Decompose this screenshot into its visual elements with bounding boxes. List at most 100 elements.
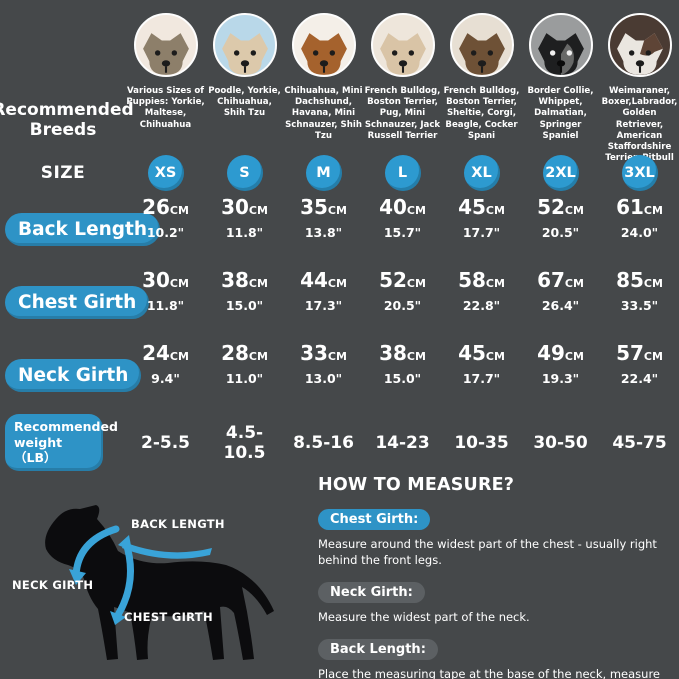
- how-to-measure-title: HOW TO MEASURE?: [318, 475, 515, 495]
- neck-cm-value: 49: [537, 341, 565, 365]
- chest-cm-value: 30: [142, 268, 170, 292]
- neck-cm-value: 33: [300, 341, 328, 365]
- neck-inch-value: 11.0": [225, 371, 264, 386]
- cm-unit: CM: [406, 277, 426, 290]
- neck-girth-row: Neck Girth 24CM 9.4" 28CM 11.0" 33CM 13.0" …: [0, 339, 679, 412]
- back-length-row: Back Length 26CM 10.2" 30CM 11.8" 35CM 13.8…: [0, 193, 679, 266]
- size-row-label: SIZE: [40, 162, 86, 183]
- back-inch-value: 15.7": [383, 225, 422, 240]
- size-badge: 2XL: [542, 154, 579, 191]
- cm-unit: CM: [248, 277, 268, 290]
- back-cm-value: 45: [458, 195, 486, 219]
- chest-cm-value: 52: [379, 268, 407, 292]
- weight-row-label: Recommended weight（LB）: [5, 414, 118, 471]
- weight-row: Recommended weight（LB） 2-5.5 4.5-10.5 8.…: [0, 412, 679, 473]
- cm-unit: CM: [248, 350, 268, 363]
- back-length-instruction-label: Back Length:: [318, 639, 438, 661]
- dog-photo: [528, 13, 593, 77]
- neck-girth-instruction-label: Neck Girth:: [318, 582, 425, 604]
- back-length-diagram-label: BACK LENGTH: [131, 517, 225, 531]
- neck-cm-value: 24: [142, 341, 170, 365]
- breed-column: French Bulldog, Boston Terrier, Sheltie,…: [442, 0, 521, 164]
- weight-value: 2-5.5: [141, 432, 190, 453]
- cm-unit: CM: [564, 204, 584, 217]
- cm-unit: CM: [643, 350, 663, 363]
- chest-girth-diagram-label: CHEST GIRTH: [124, 610, 213, 624]
- breed-column: Poodle, Yorkie, Chihuahua, Shih Tzu: [205, 0, 284, 164]
- breed-list: French Bulldog, Boston Terrier, Sheltie,…: [443, 86, 520, 141]
- back-inch-value: 17.7": [462, 225, 501, 240]
- cm-unit: CM: [485, 204, 505, 217]
- breed-list: Border Collie, Whippet, Dalmatian, Sprin…: [527, 86, 594, 141]
- breed-column: Weimaraner, Boxer,Labrador, Golden Retri…: [600, 0, 679, 164]
- neck-inch-value: 22.4": [620, 371, 659, 386]
- measurement-diagram: BACK LENGTH NECK GIRTH CHEST GIRTH: [0, 473, 302, 679]
- breed-list: Poodle, Yorkie, Chihuahua, Shih Tzu: [208, 86, 281, 119]
- back-length-row-label: Back Length: [5, 213, 161, 246]
- weight-value: 14-23: [375, 432, 430, 453]
- chest-girth-row: Chest Girth 30CM 11.8" 38CM 15.0" 44CM 17.3…: [0, 266, 679, 339]
- cm-unit: CM: [485, 350, 505, 363]
- size-badge: S: [226, 154, 263, 191]
- breeds-header-row: Recommended Breeds Various Sizes of Pupp…: [0, 0, 679, 163]
- cm-unit: CM: [327, 277, 347, 290]
- size-row: SIZE XS S M L XL 2XL 3XL: [0, 152, 679, 193]
- chest-girth-instruction-label: Chest Girth:: [318, 509, 431, 530]
- size-badge: M: [305, 154, 342, 191]
- breed-column: French Bulldog, Boston Terrier, Pug, Min…: [363, 0, 442, 164]
- cm-unit: CM: [485, 277, 505, 290]
- chest-inch-value: 33.5": [620, 298, 659, 313]
- cm-unit: CM: [327, 204, 347, 217]
- neck-inch-value: 13.0": [304, 371, 343, 386]
- how-to-measure-section: HOW TO MEASURE? Chest Girth: Measure aro…: [302, 473, 679, 679]
- neck-girth-row-label: Neck Girth: [5, 359, 142, 392]
- dog-photo: [449, 13, 514, 77]
- cm-unit: CM: [406, 350, 426, 363]
- chest-inch-value: 20.5": [383, 298, 422, 313]
- breed-column: Border Collie, Whippet, Dalmatian, Sprin…: [521, 0, 600, 164]
- weight-value: 30-50: [533, 432, 588, 453]
- back-cm-value: 61: [616, 195, 644, 219]
- back-inch-value: 24.0": [620, 225, 659, 240]
- back-cm-value: 26: [142, 195, 170, 219]
- dog-photo: [370, 13, 435, 77]
- back-cm-value: 30: [221, 195, 249, 219]
- cm-unit: CM: [643, 204, 663, 217]
- size-badge: XL: [463, 154, 500, 191]
- back-inch-value: 10.2": [146, 225, 185, 240]
- cm-unit: CM: [564, 277, 584, 290]
- dog-photo: [291, 13, 356, 77]
- cm-unit: CM: [169, 277, 189, 290]
- weight-value: 4.5-10.5: [223, 422, 266, 463]
- breed-list: Chihuahua, Mini Dachshund, Havana, Mini …: [284, 86, 363, 141]
- recommended-breeds-label: Recommended Breeds: [0, 100, 134, 140]
- weight-value: 10-35: [454, 432, 509, 453]
- chest-cm-value: 67: [537, 268, 565, 292]
- cm-unit: CM: [169, 204, 189, 217]
- cm-unit: CM: [643, 277, 663, 290]
- dog-silhouette-figure: [45, 505, 274, 660]
- cm-unit: CM: [248, 204, 268, 217]
- cm-unit: CM: [406, 204, 426, 217]
- dog-photo: [133, 13, 198, 77]
- neck-inch-value: 17.7": [462, 371, 501, 386]
- breed-list: Weimaraner, Boxer,Labrador, Golden Retri…: [601, 86, 678, 164]
- cm-unit: CM: [327, 350, 347, 363]
- neck-girth-instruction-text: Measure the widest part of the neck.: [318, 610, 530, 625]
- chest-girth-instruction-text: Measure around the widest part of the ch…: [318, 537, 657, 568]
- back-inch-value: 20.5": [541, 225, 580, 240]
- chest-inch-value: 17.3": [304, 298, 343, 313]
- chest-inch-value: 22.8": [462, 298, 501, 313]
- back-cm-value: 52: [537, 195, 565, 219]
- breed-column: Chihuahua, Mini Dachshund, Havana, Mini …: [284, 0, 363, 164]
- back-cm-value: 35: [300, 195, 328, 219]
- breed-column: Various Sizes of Puppies: Yorkie, Maltes…: [126, 0, 205, 164]
- breed-list: French Bulldog, Boston Terrier, Pug, Min…: [364, 86, 441, 141]
- neck-inch-value: 15.0": [383, 371, 422, 386]
- chest-cm-value: 58: [458, 268, 486, 292]
- dog-photo: [607, 13, 672, 77]
- chest-inch-value: 15.0": [225, 298, 264, 313]
- weight-value: 8.5-16: [293, 432, 354, 453]
- back-cm-value: 40: [379, 195, 407, 219]
